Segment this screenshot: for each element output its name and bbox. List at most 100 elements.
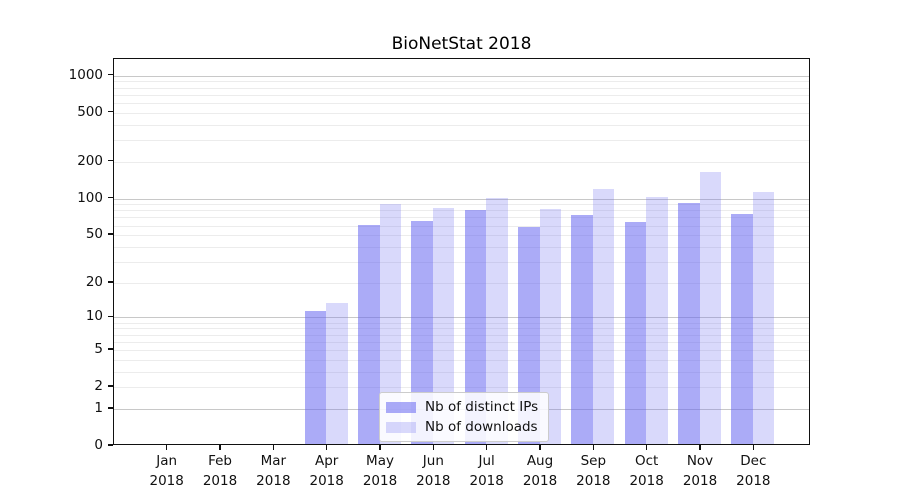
month-label: Apr bbox=[315, 453, 339, 469]
y-tick-label-0: 0 bbox=[94, 437, 103, 453]
bar-distinct-ips-may bbox=[358, 224, 380, 444]
bar-distinct-ips-dec bbox=[731, 213, 753, 444]
legend-swatch-distinct-ips bbox=[386, 401, 416, 413]
gridline-minor-400 bbox=[114, 124, 809, 126]
x-tick-mark-dec bbox=[752, 445, 755, 450]
x-tick-mark-jan bbox=[165, 445, 168, 450]
bar-distinct-ips-aug bbox=[518, 227, 540, 444]
year-label: 2018 bbox=[682, 472, 718, 489]
y-tick-mark-200 bbox=[108, 159, 113, 162]
x-tick-label-oct: Oct 2018 bbox=[615, 452, 679, 491]
legend-label: Nb of downloads bbox=[425, 419, 538, 435]
x-tick-label-jun: Jun 2018 bbox=[401, 452, 465, 491]
x-tick-mark-may bbox=[379, 445, 381, 450]
gridline-500 bbox=[114, 112, 809, 114]
y-tick-label-1000: 1000 bbox=[68, 66, 103, 83]
gridline-20 bbox=[114, 282, 809, 284]
x-tick-label-mar: Mar 2018 bbox=[241, 452, 305, 491]
y-tick-label-20: 20 bbox=[85, 273, 103, 290]
x-tick-mark-jul bbox=[485, 445, 488, 450]
x-tick-label-nov: Nov 2018 bbox=[668, 452, 732, 491]
y-tick-mark-0 bbox=[108, 444, 113, 446]
x-tick-label-dec: Dec 2018 bbox=[721, 452, 785, 491]
bar-downloads-apr bbox=[326, 302, 348, 444]
gridline-minor-4 bbox=[114, 359, 809, 361]
bar-downloads-jun bbox=[432, 207, 455, 444]
y-tick-label-100: 100 bbox=[77, 189, 103, 206]
gridline-minor-60 bbox=[114, 225, 809, 227]
y-tick-label-10: 10 bbox=[85, 308, 103, 325]
gridline-minor-800 bbox=[114, 87, 809, 89]
y-tick-mark-100 bbox=[108, 196, 113, 199]
gridline-minor-900 bbox=[114, 81, 809, 83]
y-tick-mark-50 bbox=[108, 233, 113, 235]
year-label: 2018 bbox=[149, 472, 184, 489]
x-tick-label-may: May 2018 bbox=[348, 452, 412, 491]
y-tick-label-50: 50 bbox=[85, 226, 103, 243]
bar-distinct-ips-jul bbox=[464, 209, 487, 444]
bar-downloads-jul bbox=[486, 198, 508, 444]
gridline-minor-8 bbox=[114, 328, 809, 330]
legend-swatch-downloads bbox=[386, 421, 416, 433]
bar-distinct-ips-oct bbox=[624, 221, 647, 444]
legend-label: Nb of distinct IPs bbox=[425, 399, 539, 415]
month-label: Aug bbox=[526, 453, 554, 469]
y-tick-mark-10 bbox=[108, 315, 113, 318]
bar-downloads-oct bbox=[646, 197, 668, 444]
gridline-50 bbox=[114, 235, 809, 237]
y-tick-mark-20 bbox=[108, 281, 113, 283]
bar-distinct-ips-sep bbox=[571, 214, 593, 444]
legend-item-downloads: Nb of downloads bbox=[386, 419, 538, 435]
gridline-100 bbox=[114, 198, 809, 200]
legend: Nb of distinct IPs Nb of downloads bbox=[379, 392, 550, 442]
month-label: Jun bbox=[422, 453, 444, 469]
gridline-minor-70 bbox=[114, 217, 809, 219]
year-label: 2018 bbox=[202, 472, 238, 489]
year-label: 2018 bbox=[469, 472, 504, 489]
year-label: 2018 bbox=[629, 472, 664, 489]
gridline-minor-6 bbox=[114, 341, 809, 343]
gridline-200 bbox=[114, 161, 809, 163]
month-label: Oct bbox=[634, 453, 659, 469]
chart-title: BioNetStat 2018 bbox=[391, 34, 532, 54]
gridline-1000 bbox=[114, 75, 809, 77]
gridline-minor-80 bbox=[114, 210, 809, 212]
y-tick-label-2: 2 bbox=[94, 378, 103, 395]
legend-item-distinct-ips: Nb of distinct IPs bbox=[386, 399, 538, 415]
bar-downloads-may bbox=[379, 203, 402, 444]
plot-area: Nb of distinct IPs Nb of downloads bbox=[113, 58, 810, 445]
y-tick-label-5: 5 bbox=[94, 340, 103, 357]
year-label: 2018 bbox=[522, 472, 558, 489]
gridline-minor-700 bbox=[114, 94, 809, 96]
bar-downloads-aug bbox=[539, 209, 561, 444]
y-tick-label-500: 500 bbox=[77, 103, 103, 120]
x-tick-mark-jun bbox=[432, 445, 435, 450]
bar-downloads-dec bbox=[752, 191, 775, 444]
y-tick-mark-1000 bbox=[108, 73, 113, 76]
year-label: 2018 bbox=[736, 472, 771, 489]
year-label: 2018 bbox=[256, 472, 291, 489]
x-tick-mark-oct bbox=[645, 445, 648, 450]
bar-downloads-nov bbox=[699, 171, 721, 444]
gridline-minor-3 bbox=[114, 371, 809, 373]
month-label: Dec bbox=[740, 453, 767, 469]
bar-distinct-ips-apr bbox=[304, 310, 327, 444]
month-label: May bbox=[366, 453, 394, 469]
x-tick-label-feb: Feb 2018 bbox=[188, 452, 252, 491]
gridline-minor-300 bbox=[114, 140, 809, 142]
month-label: Jan bbox=[156, 453, 178, 469]
gridline-minor-7 bbox=[114, 334, 809, 336]
y-tick-mark-5 bbox=[108, 348, 113, 350]
x-tick-mark-feb bbox=[219, 445, 221, 450]
bar-downloads-sep bbox=[592, 189, 615, 444]
y-tick-label-200: 200 bbox=[77, 152, 103, 169]
y-tick-label-1: 1 bbox=[94, 399, 103, 416]
bar-distinct-ips-jun bbox=[411, 221, 433, 444]
gridline-5 bbox=[114, 349, 809, 351]
month-label: Nov bbox=[686, 453, 714, 469]
x-tick-mark-apr bbox=[325, 445, 328, 450]
bar-distinct-ips-nov bbox=[678, 203, 700, 444]
gridline-minor-90 bbox=[114, 204, 809, 206]
x-tick-label-jul: Jul 2018 bbox=[455, 452, 519, 491]
